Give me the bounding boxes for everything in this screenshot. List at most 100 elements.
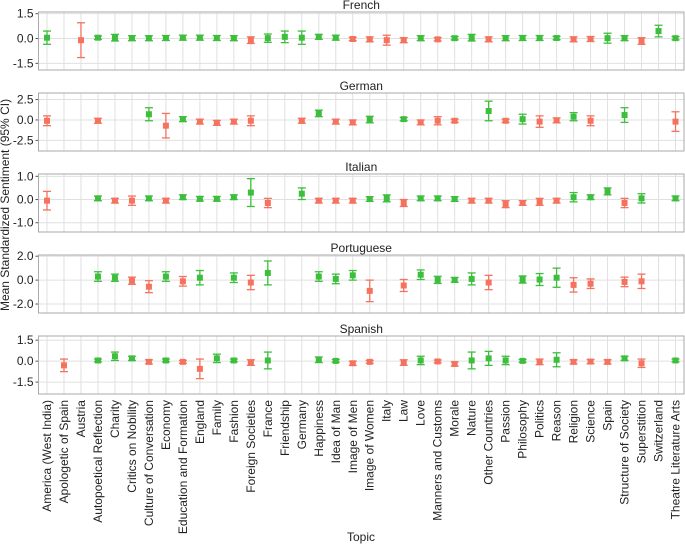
- x-tick-label: Politics: [533, 400, 547, 438]
- point: [179, 34, 186, 41]
- point: [179, 278, 186, 285]
- point: [519, 357, 526, 364]
- y-tick-label: -1.5: [13, 375, 34, 389]
- point: [587, 117, 594, 124]
- point: [264, 35, 271, 42]
- point: [434, 276, 441, 283]
- x-tick-label: Economy: [159, 400, 173, 450]
- point: [672, 357, 679, 364]
- point: [247, 37, 254, 44]
- point: [332, 118, 339, 125]
- point: [451, 35, 458, 42]
- point: [230, 274, 237, 281]
- x-tick-label: Switzerland: [652, 400, 666, 462]
- point: [400, 200, 407, 206]
- x-tick-label: Structure of Society: [618, 400, 632, 505]
- point: [587, 36, 594, 43]
- point: [468, 275, 475, 282]
- x-tick-label: Manners and Customs: [431, 400, 445, 521]
- x-tick-label: Image of Women: [363, 400, 377, 491]
- panel-background: [38, 93, 684, 151]
- point: [281, 33, 288, 40]
- point: [162, 197, 169, 204]
- panel-border: [38, 173, 685, 233]
- x-tick-label: Foreign Societies: [244, 400, 258, 493]
- point: [451, 276, 458, 283]
- point: [128, 277, 135, 284]
- panel-title: Portuguese: [331, 241, 393, 255]
- y-tick-label: 0.0: [17, 193, 34, 207]
- point: [621, 200, 628, 206]
- x-tick-label: Nature: [465, 400, 479, 436]
- point: [468, 357, 475, 364]
- point: [655, 28, 662, 35]
- point: [553, 274, 560, 281]
- x-tick-label: Image of Men: [346, 400, 360, 473]
- point: [570, 281, 577, 288]
- point: [366, 116, 373, 123]
- x-tick-label: Germany: [295, 400, 309, 449]
- point: [485, 36, 492, 43]
- point: [638, 360, 645, 367]
- x-tick-label: Autopoetical Reflection: [91, 400, 105, 523]
- point: [451, 196, 458, 203]
- point: [315, 33, 322, 40]
- x-tick-label: Happiness: [312, 400, 326, 457]
- point: [400, 116, 407, 123]
- x-tick-label: France: [261, 400, 275, 438]
- point: [145, 35, 152, 42]
- point: [43, 197, 50, 204]
- point: [604, 35, 611, 42]
- x-tick-label: Other Countries: [482, 400, 496, 485]
- point: [570, 358, 577, 365]
- y-tick-label: 0.0: [17, 113, 34, 127]
- point: [366, 287, 373, 294]
- point: [434, 358, 441, 365]
- x-tick-label: Charity: [108, 400, 122, 438]
- panel-title: French: [343, 0, 380, 12]
- point: [298, 34, 305, 41]
- point: [128, 355, 135, 362]
- point: [536, 358, 543, 365]
- y-tick-label: 0.0: [17, 354, 34, 368]
- point: [94, 34, 101, 41]
- panel-border: [38, 92, 685, 152]
- x-tick-label: Italy: [380, 400, 394, 422]
- point: [570, 194, 577, 201]
- point: [519, 35, 526, 42]
- point: [502, 201, 509, 208]
- point: [485, 355, 492, 362]
- x-tick-label: Culture of Conversation: [142, 400, 156, 526]
- x-tick-label: Science: [584, 400, 598, 443]
- point: [621, 112, 628, 119]
- point: [468, 34, 475, 41]
- point: [264, 269, 271, 276]
- point: [247, 117, 254, 124]
- point: [519, 276, 526, 283]
- point: [434, 117, 441, 124]
- point: [638, 195, 645, 202]
- point: [400, 282, 407, 289]
- x-tick-label: Austria: [74, 400, 88, 438]
- point: [621, 355, 628, 362]
- panel-title: Spanish: [340, 322, 383, 336]
- point: [604, 188, 611, 195]
- point: [213, 195, 220, 202]
- x-tick-label: Morale: [448, 400, 462, 437]
- point: [298, 117, 305, 124]
- point: [536, 198, 543, 205]
- point: [553, 356, 560, 363]
- point: [128, 197, 135, 204]
- point: [417, 119, 424, 126]
- point: [162, 35, 169, 42]
- point: [145, 195, 152, 202]
- point: [94, 117, 101, 124]
- point: [315, 356, 322, 363]
- point: [570, 36, 577, 43]
- y-tick-label: 1.5: [17, 333, 34, 347]
- point: [604, 358, 611, 365]
- point: [315, 273, 322, 280]
- y-tick-label: -2.0: [13, 297, 34, 311]
- point: [332, 357, 339, 364]
